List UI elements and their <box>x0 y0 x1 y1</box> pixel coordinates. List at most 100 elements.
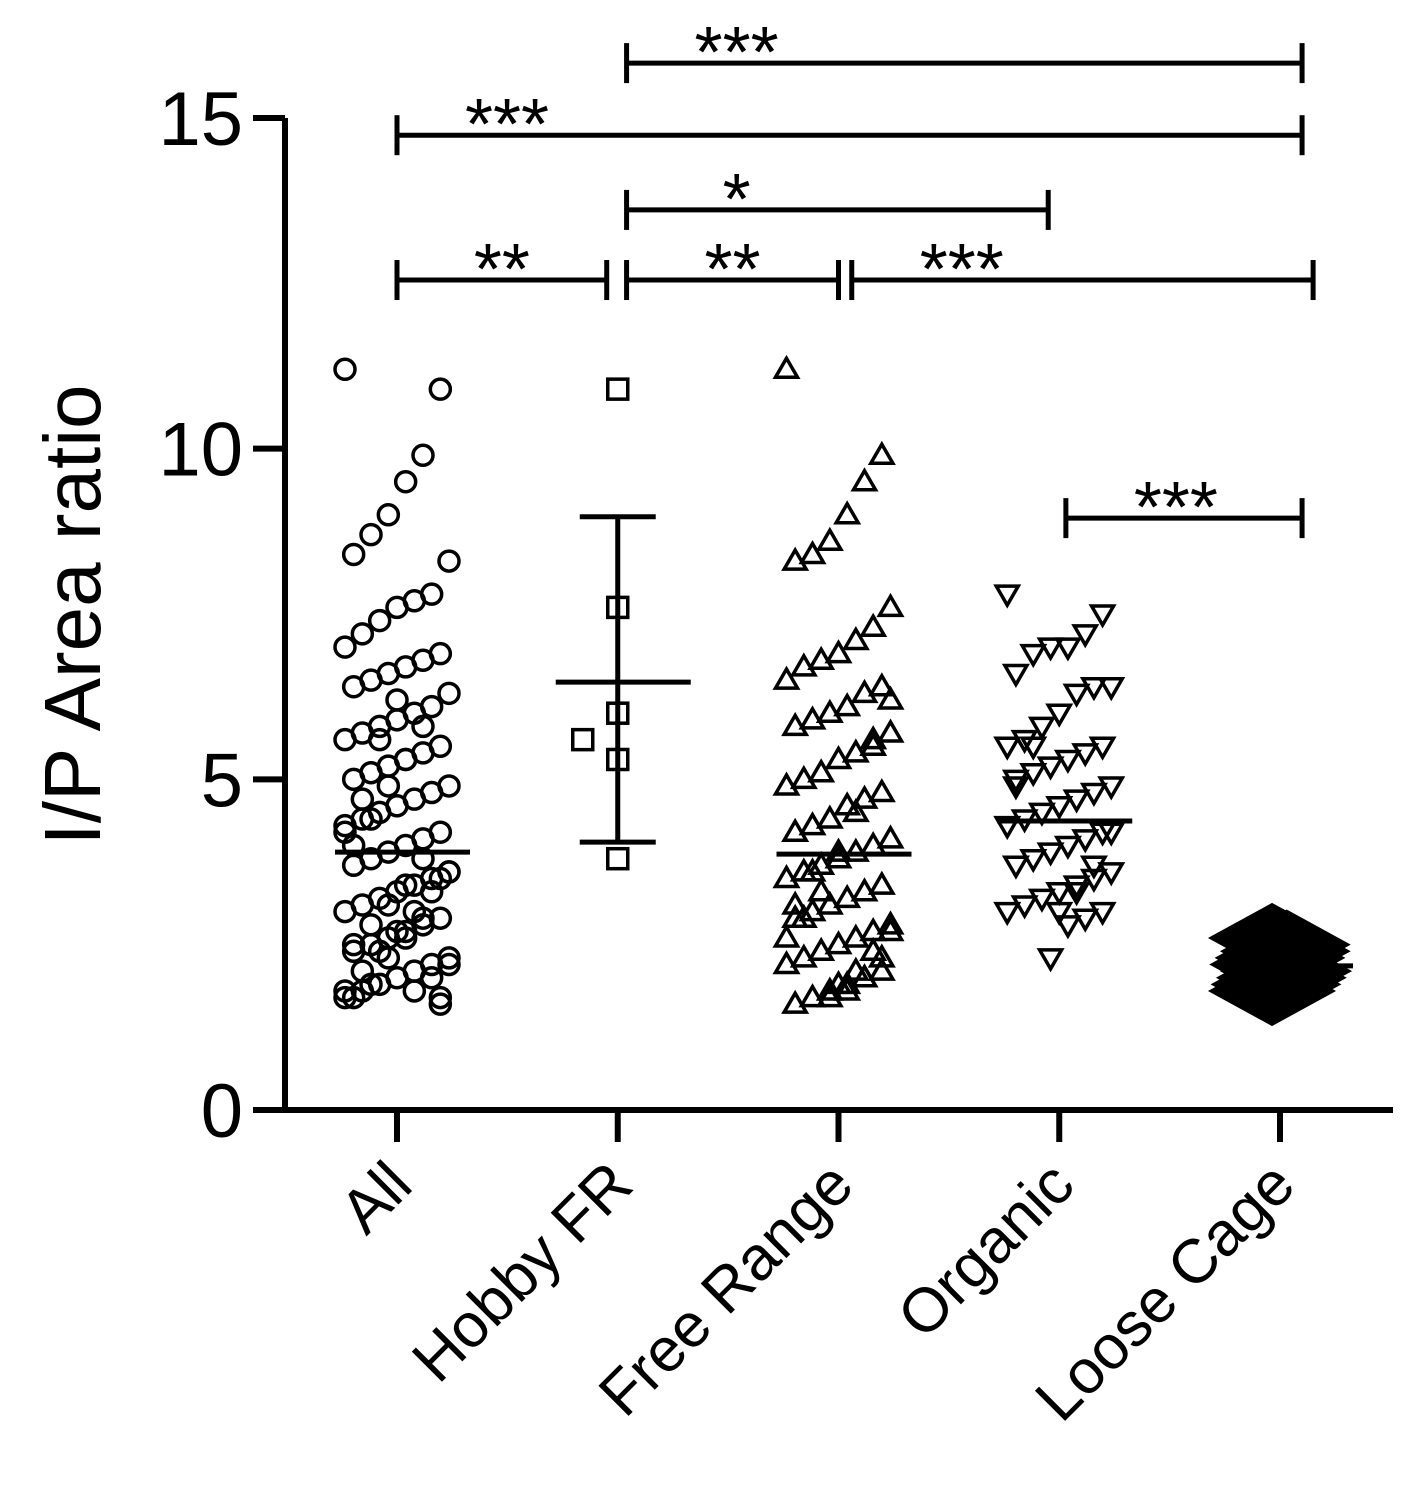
point <box>833 692 862 717</box>
point <box>1062 875 1091 900</box>
point <box>333 727 357 752</box>
point <box>1053 835 1082 860</box>
point <box>772 950 801 975</box>
point <box>350 622 375 646</box>
y-axis-label: I/P Area ratio <box>28 384 117 845</box>
point <box>850 877 879 902</box>
point <box>993 584 1022 609</box>
point <box>1027 716 1056 741</box>
point <box>815 890 844 915</box>
point <box>428 377 453 401</box>
point <box>789 903 818 928</box>
point <box>1062 882 1091 907</box>
point <box>859 731 888 757</box>
point <box>1001 855 1030 880</box>
point <box>807 877 836 902</box>
point <box>333 635 357 659</box>
point <box>1036 842 1065 867</box>
significance-label: ** <box>705 230 761 310</box>
point <box>1001 663 1030 689</box>
point <box>1088 736 1117 761</box>
point <box>807 645 836 671</box>
point <box>419 965 444 990</box>
point <box>393 747 418 772</box>
point <box>798 811 827 836</box>
point <box>824 639 853 664</box>
point <box>1027 888 1056 913</box>
point <box>798 983 827 1008</box>
point <box>781 711 810 737</box>
significance-label: *** <box>920 230 1004 310</box>
point <box>437 681 461 706</box>
point <box>333 813 357 838</box>
point <box>393 926 418 950</box>
point <box>815 698 844 723</box>
significance-label: *** <box>465 85 549 165</box>
point <box>841 837 870 862</box>
point <box>1062 789 1091 814</box>
point <box>798 705 827 730</box>
point <box>824 930 853 955</box>
point <box>1088 604 1117 629</box>
point <box>376 774 401 798</box>
point <box>341 932 366 957</box>
point <box>428 992 453 1016</box>
point <box>411 846 435 871</box>
point <box>781 546 810 571</box>
point <box>428 985 453 1010</box>
significance-label: ** <box>474 230 530 310</box>
point <box>807 936 836 962</box>
point <box>341 939 366 964</box>
point <box>385 595 409 620</box>
point <box>850 678 879 704</box>
point <box>850 467 879 492</box>
x-tick-label: All <box>327 1149 425 1247</box>
point <box>1097 822 1126 847</box>
point <box>1045 796 1074 821</box>
point <box>393 469 418 494</box>
point <box>841 923 870 948</box>
point <box>341 767 366 792</box>
point <box>833 500 862 525</box>
point <box>1053 915 1082 940</box>
point <box>1045 901 1074 927</box>
point <box>876 916 905 942</box>
point <box>1219 935 1349 1007</box>
point <box>833 976 862 1001</box>
point <box>402 979 427 1003</box>
point <box>571 727 595 752</box>
point <box>428 866 453 891</box>
point <box>1097 776 1126 801</box>
point <box>359 807 383 831</box>
point <box>876 824 905 849</box>
point <box>341 542 366 567</box>
point <box>993 901 1022 927</box>
point <box>867 440 896 466</box>
point <box>333 357 357 382</box>
point <box>841 956 870 981</box>
point <box>1010 895 1039 920</box>
point <box>867 870 896 895</box>
point <box>1036 948 1065 973</box>
point <box>867 778 896 803</box>
point <box>876 718 905 743</box>
point <box>1027 802 1056 827</box>
point <box>1079 868 1108 894</box>
point <box>359 913 383 937</box>
point <box>815 983 844 1008</box>
point <box>1045 882 1074 907</box>
point <box>1001 776 1030 801</box>
point <box>1036 637 1065 662</box>
point <box>815 526 844 552</box>
point <box>841 738 870 763</box>
point <box>1019 736 1048 761</box>
point <box>359 972 383 997</box>
point <box>1010 729 1039 755</box>
point <box>781 817 810 842</box>
point <box>1079 676 1108 702</box>
point <box>1053 637 1082 662</box>
point <box>789 764 818 790</box>
point <box>859 725 888 750</box>
